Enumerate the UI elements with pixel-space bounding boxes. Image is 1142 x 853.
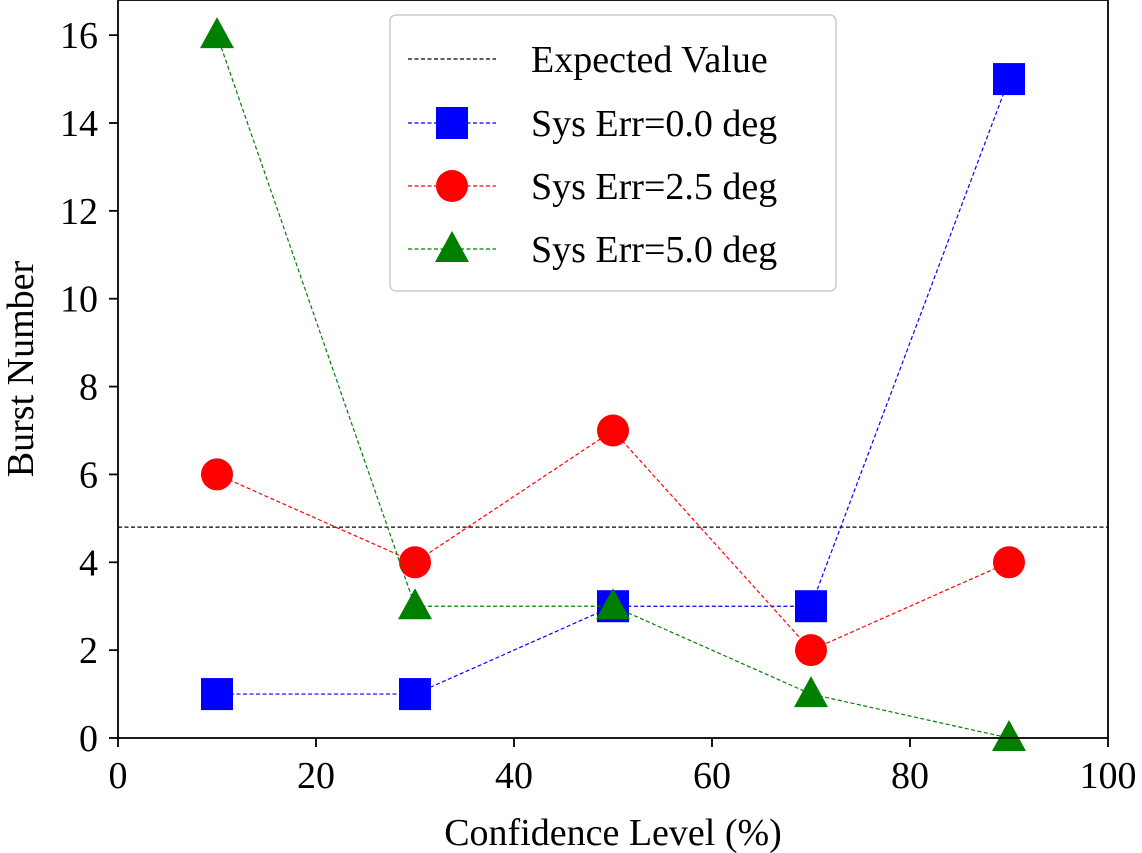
data-point xyxy=(399,546,431,579)
legend-entry: Sys Err=0.0 deg xyxy=(408,103,777,145)
x-tick-label: 40 xyxy=(495,755,533,797)
y-tick-label: 8 xyxy=(79,367,98,409)
y-tick-label: 6 xyxy=(79,454,98,496)
plot-frame xyxy=(117,0,1109,739)
x-tick-label: 100 xyxy=(1080,755,1137,797)
data-point xyxy=(200,17,234,49)
y-axis-title: Burst Number xyxy=(0,260,42,477)
data-point xyxy=(398,588,432,620)
y-tick-label: 0 xyxy=(79,718,98,760)
data-point xyxy=(993,63,1025,96)
data-point xyxy=(794,676,828,708)
plot-area xyxy=(117,0,1109,751)
legend-marker xyxy=(436,107,468,139)
y-tick-label: 14 xyxy=(60,103,98,145)
series-2 xyxy=(201,414,1025,667)
series-layer xyxy=(200,17,1026,751)
series-line xyxy=(217,78,1010,695)
data-point xyxy=(993,546,1025,579)
legend-entry: Sys Err=2.5 deg xyxy=(408,166,777,208)
legend-entry: Expected Value xyxy=(408,39,768,81)
data-point xyxy=(399,678,431,711)
y-tick-label: 12 xyxy=(60,191,98,233)
x-axis-title: Confidence Level (%) xyxy=(444,812,782,853)
legend-label: Sys Err=2.5 deg xyxy=(531,166,777,208)
y-tick-label: 2 xyxy=(79,630,98,672)
data-point xyxy=(596,588,630,620)
legend-label: Sys Err=5.0 deg xyxy=(531,229,777,271)
legend-label: Expected Value xyxy=(531,39,768,81)
legend-marker xyxy=(435,231,469,262)
x-tick-label: 20 xyxy=(297,755,335,797)
data-point xyxy=(201,458,233,491)
series-3 xyxy=(200,17,1026,751)
legend-marker xyxy=(436,170,468,202)
x-tick-label: 80 xyxy=(891,755,929,797)
data-point xyxy=(795,634,827,667)
legend: Expected Value Sys Err=0.0 deg Sys Err=2.5… xyxy=(389,14,837,292)
data-point xyxy=(795,590,827,623)
legend-entry: Sys Err=5.0 deg xyxy=(408,229,777,271)
x-axis-ticks: 0 20 40 60 80 100 xyxy=(109,738,1137,797)
legend-label: Sys Err=0.0 deg xyxy=(531,103,777,145)
series-line xyxy=(216,429,1010,651)
data-point xyxy=(992,720,1026,751)
x-tick-label: 0 xyxy=(109,755,128,797)
y-tick-label: 16 xyxy=(60,15,98,57)
x-tick-label: 60 xyxy=(693,755,731,797)
data-point xyxy=(201,678,233,711)
y-tick-label: 10 xyxy=(60,279,98,321)
y-axis-ticks: 0 2 4 6 8 10 12 14 16 xyxy=(60,15,118,760)
data-point xyxy=(597,414,629,447)
legend-box xyxy=(389,14,837,292)
y-tick-label: 4 xyxy=(79,542,98,584)
